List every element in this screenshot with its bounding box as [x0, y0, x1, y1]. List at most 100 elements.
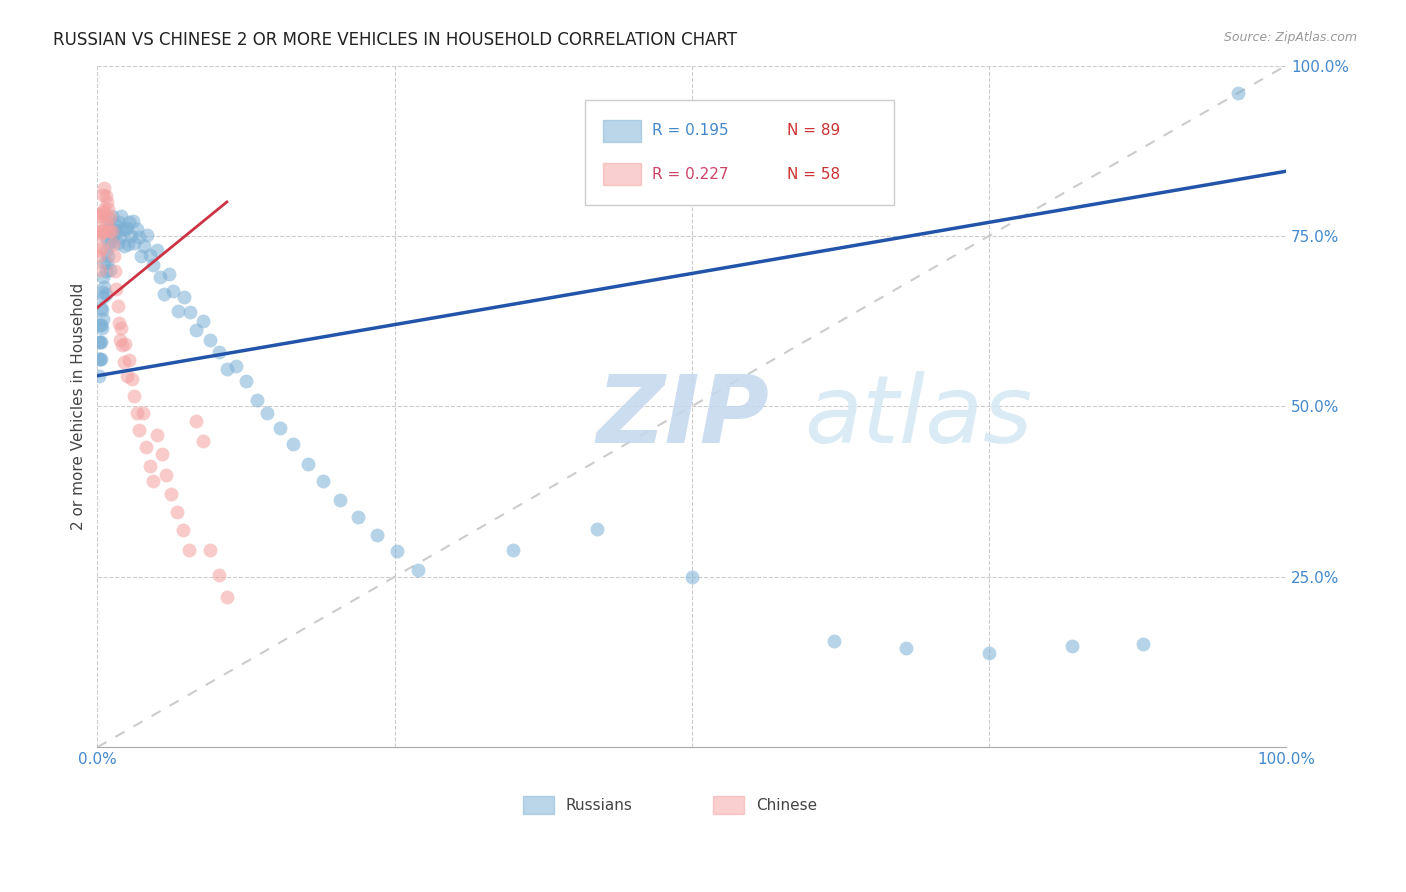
Point: [167, 304, 190, 318]
Point: [91, 269, 114, 284]
Point: [128, 230, 150, 244]
Point: [110, 321, 132, 335]
Point: [98, 223, 121, 237]
Point: [118, 215, 141, 229]
Point: [207, 344, 229, 359]
Point: [297, 458, 319, 472]
Point: [91, 205, 114, 219]
Point: [115, 220, 138, 235]
Point: [89, 243, 111, 257]
Point: [87, 334, 110, 349]
Point: [117, 237, 139, 252]
Point: [97, 223, 120, 237]
Point: [125, 406, 148, 420]
Text: R = 0.195: R = 0.195: [652, 123, 730, 138]
Point: [157, 267, 180, 281]
FancyBboxPatch shape: [603, 163, 641, 186]
Point: [110, 209, 132, 223]
Point: [153, 287, 176, 301]
Point: [135, 440, 157, 454]
Point: [166, 505, 188, 519]
Point: [173, 290, 195, 304]
Point: [91, 312, 114, 326]
Point: [96, 194, 118, 209]
Point: [346, 509, 368, 524]
Point: [269, 421, 291, 435]
Point: [104, 217, 127, 231]
Point: [91, 241, 114, 255]
Point: [131, 406, 153, 420]
Point: [366, 527, 388, 541]
Text: Russians: Russians: [565, 797, 633, 813]
Point: [87, 351, 110, 366]
Point: [155, 467, 177, 482]
Point: [121, 372, 143, 386]
Point: [91, 290, 114, 304]
Point: [283, 437, 305, 451]
Point: [184, 414, 207, 428]
Point: [502, 542, 524, 557]
Point: [100, 263, 122, 277]
Point: [104, 264, 127, 278]
Point: [191, 434, 214, 448]
Point: [1060, 640, 1083, 654]
Point: [105, 223, 128, 237]
Point: [108, 230, 131, 244]
Point: [131, 250, 153, 264]
Y-axis label: 2 or more Vehicles in Household: 2 or more Vehicles in Household: [72, 283, 86, 530]
FancyBboxPatch shape: [713, 797, 744, 814]
FancyBboxPatch shape: [603, 120, 641, 142]
Point: [96, 217, 118, 231]
Point: [101, 237, 124, 252]
Point: [87, 209, 110, 223]
Point: [138, 459, 160, 474]
Text: ZIP: ZIP: [596, 371, 769, 463]
Point: [191, 314, 214, 328]
Point: [312, 475, 335, 489]
Point: [100, 235, 122, 249]
Text: RUSSIAN VS CHINESE 2 OR MORE VEHICLES IN HOUSEHOLD CORRELATION CHART: RUSSIAN VS CHINESE 2 OR MORE VEHICLES IN…: [53, 31, 738, 49]
Point: [103, 227, 125, 242]
Text: Source: ZipAtlas.com: Source: ZipAtlas.com: [1223, 31, 1357, 45]
Point: [111, 338, 134, 352]
Point: [93, 256, 115, 270]
Point: [385, 544, 408, 558]
Point: [215, 591, 238, 605]
Point: [98, 235, 121, 250]
Point: [246, 392, 269, 407]
Point: [94, 287, 117, 301]
Point: [162, 284, 184, 298]
Point: [100, 223, 122, 237]
Text: N = 58: N = 58: [787, 167, 839, 182]
Point: [146, 243, 169, 257]
Point: [90, 226, 112, 240]
Point: [89, 222, 111, 236]
Point: [93, 202, 115, 216]
Point: [160, 486, 183, 500]
Point: [125, 222, 148, 236]
Point: [93, 280, 115, 294]
Point: [100, 210, 122, 224]
Point: [681, 570, 703, 584]
Point: [112, 355, 135, 369]
Point: [256, 406, 278, 420]
Point: [128, 423, 150, 437]
Point: [91, 302, 114, 317]
Point: [146, 428, 169, 442]
Point: [91, 285, 114, 299]
Point: [114, 222, 136, 236]
Point: [87, 250, 110, 264]
Point: [406, 563, 429, 577]
Point: [150, 447, 173, 461]
FancyBboxPatch shape: [585, 100, 894, 205]
Text: R = 0.227: R = 0.227: [652, 167, 728, 182]
Point: [91, 321, 114, 335]
Point: [132, 238, 155, 252]
Point: [122, 214, 145, 228]
Text: N = 89: N = 89: [787, 123, 839, 138]
Point: [93, 181, 115, 195]
Point: [142, 475, 165, 489]
Point: [90, 209, 112, 223]
Point: [200, 333, 222, 347]
Point: [94, 264, 117, 278]
